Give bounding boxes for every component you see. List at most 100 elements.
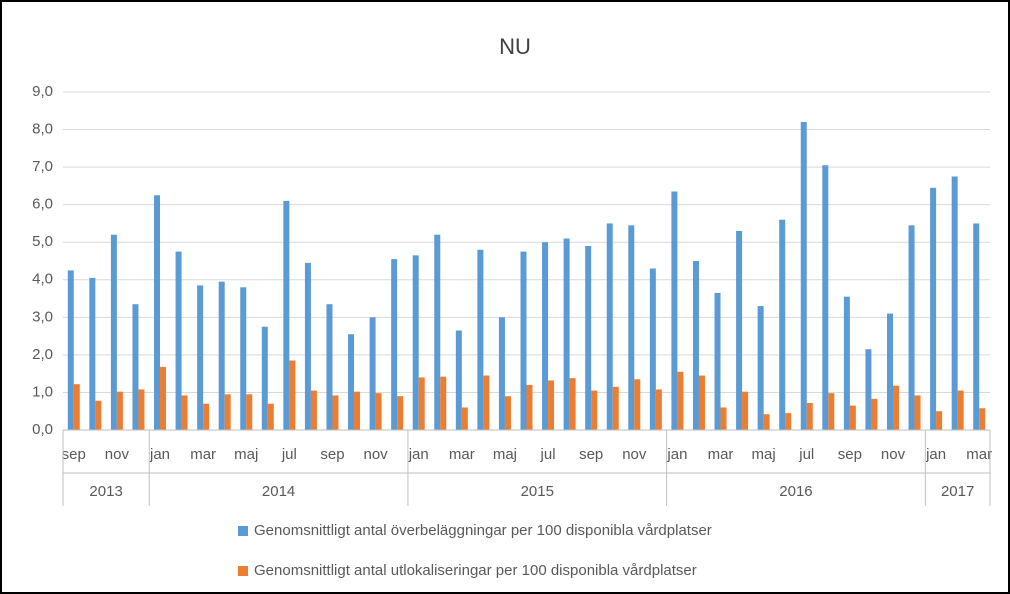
bar [692, 261, 699, 430]
x-tick-label: mar [966, 446, 992, 463]
bar [892, 385, 899, 430]
x-tick-label: jan [149, 446, 170, 463]
bar [908, 225, 915, 430]
x-tick-label: jul [798, 446, 814, 463]
bar [951, 176, 958, 430]
bar [606, 223, 613, 430]
y-tick-label: 8,0 [32, 121, 53, 138]
legend-label: Genomsnittligt antal överbeläggningar pe… [254, 522, 712, 539]
bar [655, 389, 662, 430]
bar [375, 393, 382, 430]
y-tick-label: 6,0 [32, 196, 53, 213]
bar [304, 262, 311, 430]
bar [698, 375, 705, 430]
x-tick-label: maj [493, 446, 517, 463]
x-tick-label: mar [190, 446, 216, 463]
bar [843, 296, 850, 430]
y-tick-label: 5,0 [32, 233, 53, 250]
year-label: 2015 [521, 483, 554, 500]
bar [865, 349, 872, 430]
x-tick-label: mar [708, 446, 734, 463]
bar [520, 251, 527, 430]
bar [822, 165, 829, 430]
x-tick-label: sep [62, 446, 86, 463]
bar [498, 317, 505, 430]
bar [289, 360, 296, 430]
bar [132, 304, 139, 430]
chart-title: NU [499, 34, 531, 59]
bar [742, 391, 749, 430]
x-tick-label: jan [408, 446, 429, 463]
bar [542, 242, 549, 430]
bar [332, 395, 339, 430]
bar [397, 396, 404, 430]
bar [671, 191, 678, 430]
year-label: 2013 [89, 483, 122, 500]
bar [116, 391, 123, 430]
year-label: 2014 [262, 483, 295, 500]
bar [483, 375, 490, 430]
y-tick-label: 7,0 [32, 158, 53, 175]
bar [326, 304, 333, 430]
x-tick-label: mar [449, 446, 475, 463]
bar [914, 395, 921, 430]
bar [175, 251, 182, 430]
bar [677, 371, 684, 430]
bar [283, 200, 290, 430]
y-tick-label: 9,0 [32, 83, 53, 100]
bar [224, 394, 231, 430]
bar [649, 268, 656, 430]
bar [714, 292, 721, 430]
x-tick-label: maj [752, 446, 776, 463]
bar [828, 393, 835, 430]
year-label: 2016 [779, 483, 812, 500]
year-label: 2017 [941, 483, 974, 500]
bar [434, 234, 441, 430]
bar [779, 219, 786, 430]
bar [634, 379, 641, 430]
x-tick-label: nov [881, 446, 906, 463]
bar [936, 411, 943, 430]
legend-swatch [238, 526, 248, 536]
bar [240, 287, 247, 430]
bar [736, 230, 743, 430]
bar [310, 390, 317, 430]
x-tick-label: jan [925, 446, 946, 463]
x-tick-label: sep [320, 446, 344, 463]
x-tick-label: sep [579, 446, 603, 463]
x-tick-label: jan [666, 446, 687, 463]
bar [526, 384, 533, 430]
bar [203, 403, 210, 430]
bar [785, 413, 792, 430]
bar [563, 238, 570, 430]
x-tick-label: maj [234, 446, 258, 463]
bar [218, 281, 225, 430]
bar [504, 396, 511, 430]
bar [957, 390, 964, 430]
bar [612, 386, 619, 430]
y-tick-label: 4,0 [32, 271, 53, 288]
bar [95, 400, 102, 430]
x-tick-label: nov [363, 446, 388, 463]
bar [418, 377, 425, 430]
bar [89, 277, 96, 430]
bar [369, 317, 376, 430]
x-tick-label: sep [838, 446, 862, 463]
bar [806, 402, 813, 430]
bar [461, 407, 468, 430]
bar [261, 326, 268, 430]
bar [412, 255, 419, 430]
x-tick-label: jul [540, 446, 556, 463]
bar [67, 270, 74, 430]
bar [800, 122, 807, 431]
bar [110, 234, 117, 430]
y-tick-label: 1,0 [32, 383, 53, 400]
bar [246, 394, 253, 430]
bar [477, 249, 484, 430]
bar [548, 380, 555, 430]
x-tick-label: nov [105, 446, 130, 463]
bar [455, 330, 462, 430]
y-tick-label: 3,0 [32, 308, 53, 325]
